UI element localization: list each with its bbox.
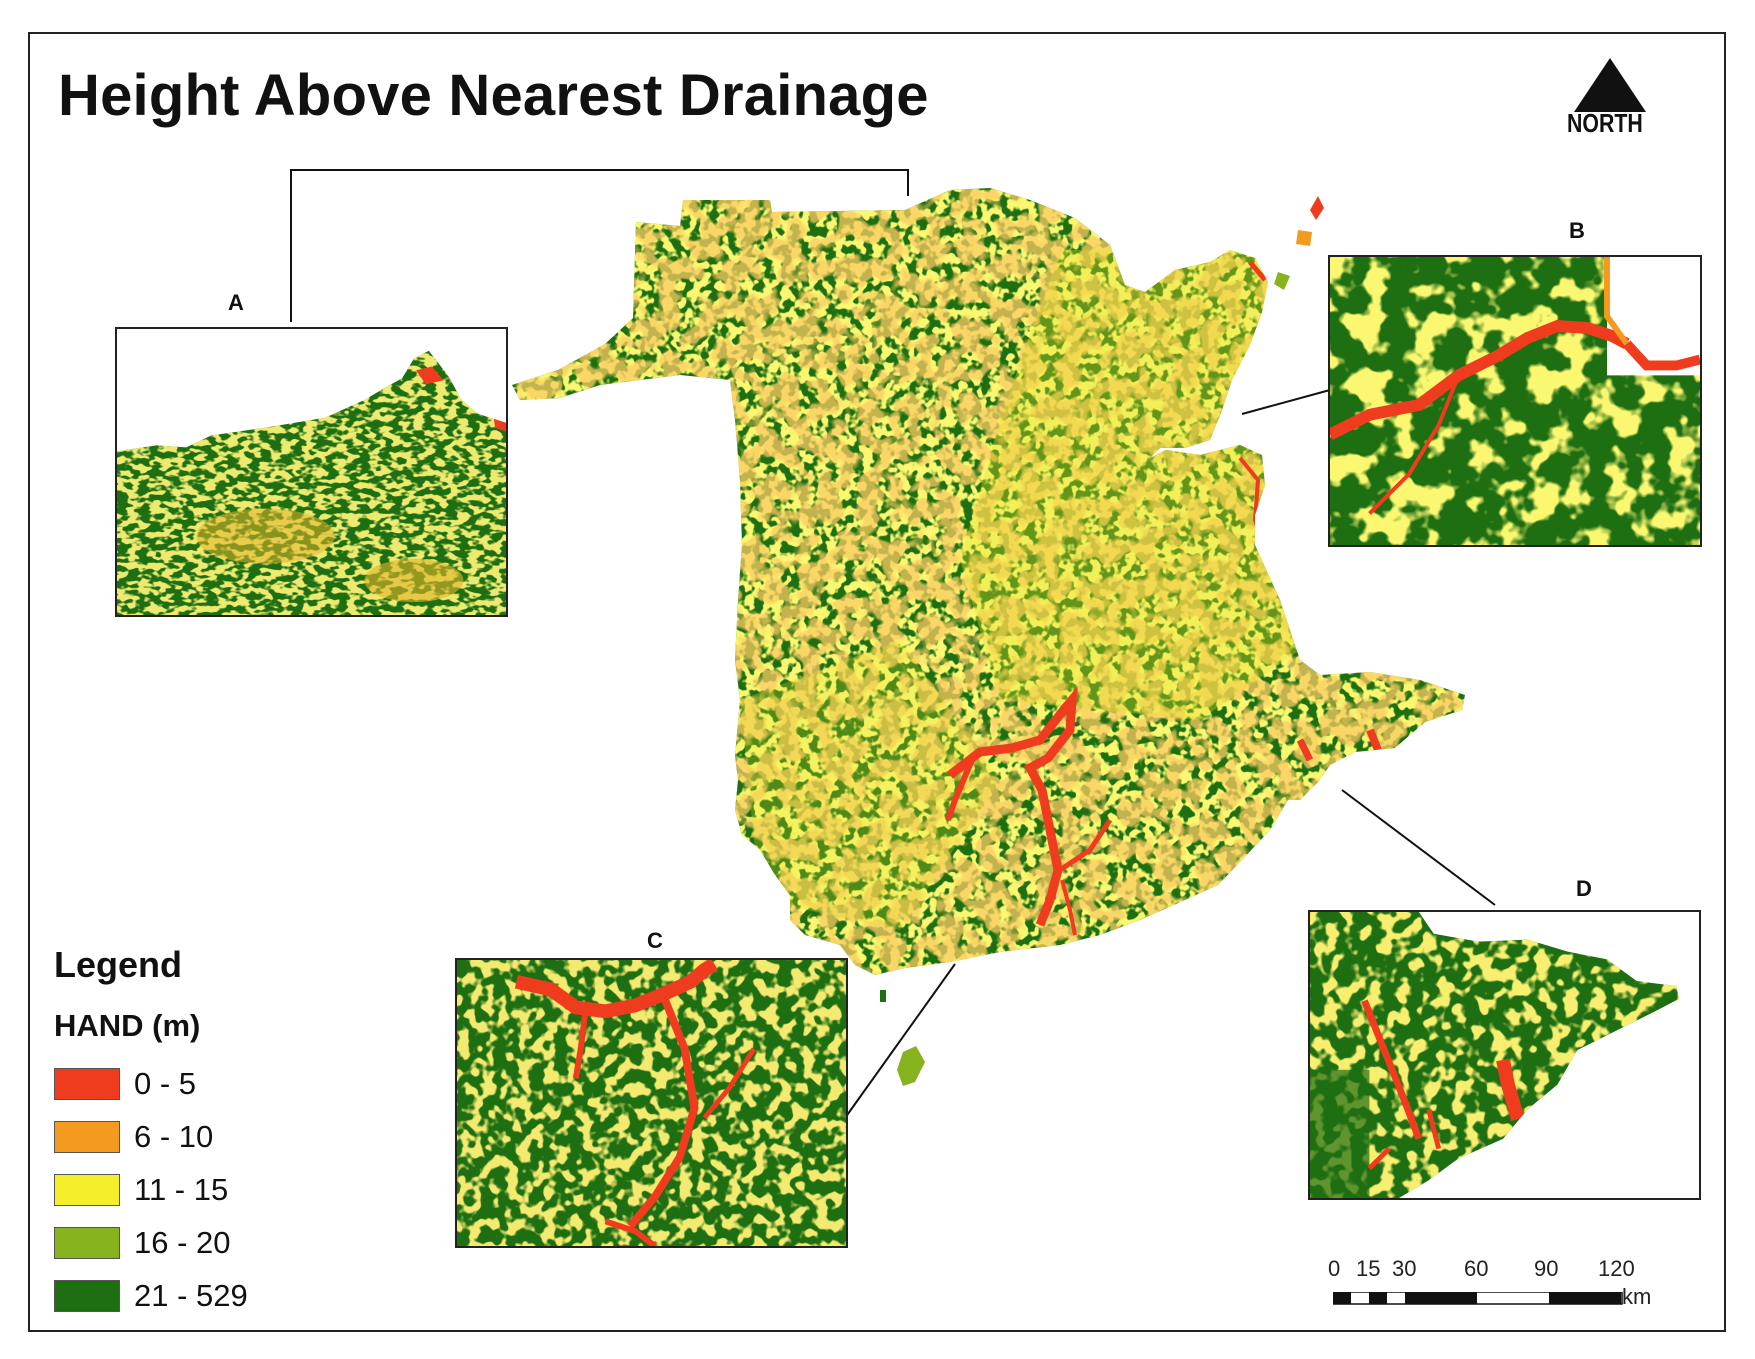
inset-b — [1328, 255, 1702, 547]
inset-a — [115, 327, 508, 617]
scale-tick-label: 60 — [1464, 1256, 1489, 1281]
legend-label: 16 - 20 — [134, 1225, 231, 1260]
legend-item: 11 - 15 — [54, 1172, 228, 1208]
legend-item: 0 - 5 — [54, 1066, 196, 1102]
scale-tick-label: 15 — [1356, 1256, 1381, 1281]
legend-swatch — [54, 1174, 120, 1206]
legend-label: 6 - 10 — [134, 1119, 214, 1154]
legend-label: 21 - 529 — [134, 1278, 248, 1313]
inset-d-label: D — [1576, 876, 1592, 901]
scale-bar — [1333, 1292, 1623, 1305]
legend-title: Legend — [54, 944, 183, 985]
inset-b-label: B — [1569, 218, 1585, 243]
legend-label: 11 - 15 — [134, 1172, 229, 1207]
legend-item: 16 - 20 — [54, 1225, 231, 1261]
scale-tick-label: 90 — [1534, 1256, 1559, 1281]
scale-unit: km — [1622, 1284, 1652, 1309]
north-label: NORTH — [1567, 108, 1643, 138]
inset-a-label: A — [228, 290, 244, 315]
legend-swatch — [54, 1280, 120, 1312]
inset-d — [1308, 910, 1701, 1200]
legend-subtitle: HAND (m) — [54, 1008, 201, 1043]
north-arrow-icon — [1574, 58, 1646, 112]
legend-swatch — [54, 1068, 120, 1100]
legend-item: 21 - 529 — [54, 1278, 248, 1314]
legend-label: 0 - 5 — [134, 1066, 197, 1101]
legend-item: 6 - 10 — [54, 1119, 213, 1155]
scale-tick-label: 120 — [1598, 1256, 1635, 1281]
inset-c — [455, 958, 848, 1248]
legend-swatch — [54, 1121, 120, 1153]
legend-swatch — [54, 1227, 120, 1259]
scale-tick-label: 0 — [1328, 1256, 1341, 1281]
map-title: Height Above Nearest Drainage — [58, 63, 929, 128]
inset-c-label: C — [647, 928, 663, 953]
scale-tick-label: 30 — [1392, 1256, 1417, 1281]
